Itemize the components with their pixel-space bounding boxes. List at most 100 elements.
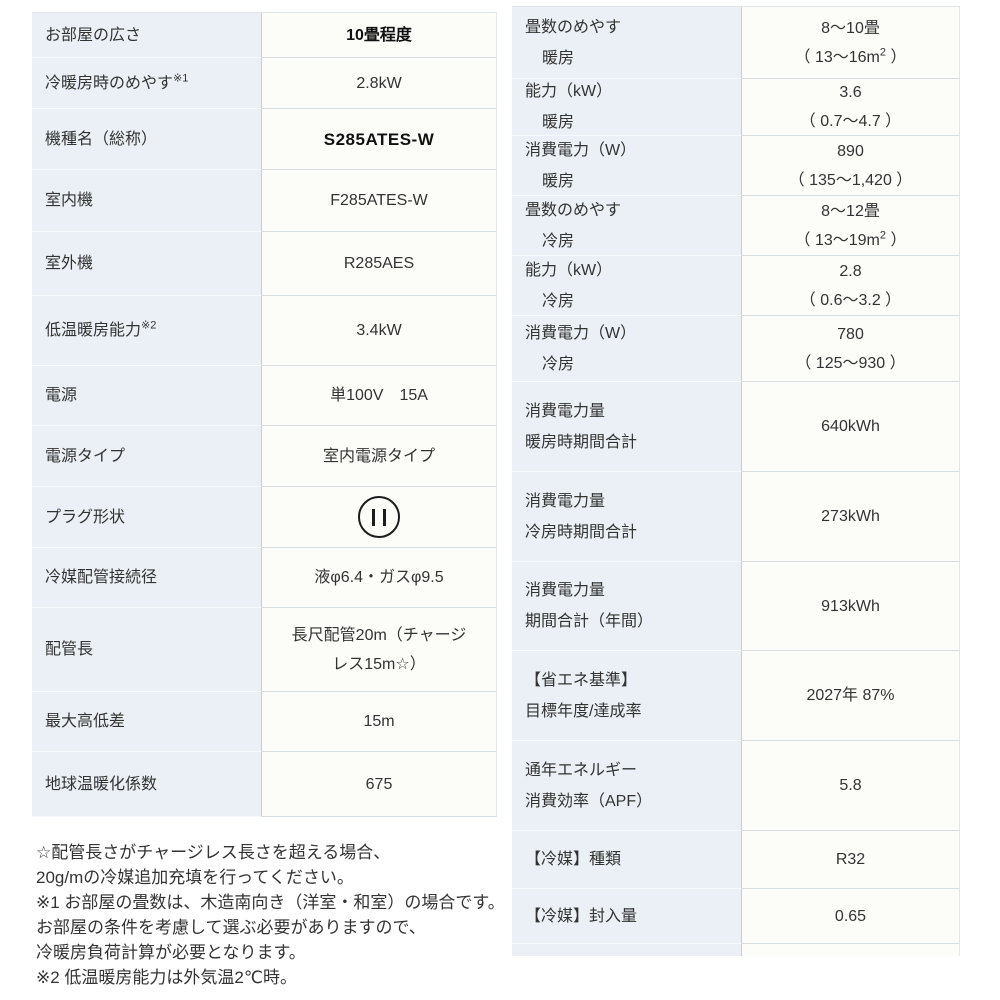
- label-line-1: 消費電力（W）: [525, 141, 637, 159]
- label-line-2: 暖房: [542, 114, 575, 131]
- footnote-line: ☆配管長さがチャージレス長さを超える場合、: [36, 843, 391, 862]
- value-text: 273kWh: [821, 508, 880, 525]
- value-line-2: （ 13〜16m2 ）: [795, 43, 907, 72]
- label-line-1: 能力（kW）: [525, 261, 613, 279]
- label-line-1: 消費電力量: [525, 492, 606, 510]
- row-label: 室外機: [32, 232, 262, 296]
- value-line-1: 8〜12畳: [821, 202, 880, 220]
- label-text: 室内機: [45, 192, 94, 209]
- label-line-1: 畳数のめやす: [525, 201, 622, 219]
- row-value: 10畳程度: [262, 13, 497, 58]
- row-value: 0.65: [742, 889, 960, 944]
- cut-off-row: [512, 944, 960, 956]
- row-label: 能力（kW） 暖房: [512, 79, 742, 136]
- label-text: プラグ形状: [45, 508, 126, 526]
- row-label: 【冷媒】封入量: [512, 889, 742, 944]
- label-text: 最大高低差: [45, 713, 126, 730]
- label-text: 地球温暖化係数: [45, 775, 158, 793]
- value-text: 0.65: [834, 907, 867, 925]
- table-row: 消費電力量 暖房時期間合計 640kWh: [512, 382, 960, 472]
- table-row: 機種名（総称） S285ATES-W: [32, 109, 497, 170]
- row-value: 3.4kW: [262, 296, 497, 366]
- row-label: 【省エネ基準】 目標年度/達成率: [512, 651, 742, 741]
- row-label: 消費電力（W） 暖房: [512, 136, 742, 196]
- table-row: 【冷媒】封入量 0.65: [512, 889, 960, 944]
- square-meter-sup: 2: [879, 46, 887, 59]
- label-line-1: 【省エネ基準】: [525, 671, 638, 689]
- row-label: 消費電力量 暖房時期間合計: [512, 382, 742, 472]
- value-text: 10畳程度: [346, 26, 412, 44]
- label-line-2: 期間合計（年間）: [525, 613, 654, 630]
- footnote-line: 冷暖房負荷計算が必要となります。: [36, 943, 306, 962]
- table-row: 最大高低差 15m: [32, 692, 497, 752]
- value-text: 640kWh: [821, 418, 880, 435]
- footnote-line: 20g/mの冷媒追加充填を行ってください。: [36, 868, 354, 887]
- value-line-1: 3.6: [839, 84, 862, 101]
- value-text: 675: [365, 775, 393, 793]
- label-main: 低温暖房能力: [45, 322, 142, 339]
- value-text: F285ATES-W: [330, 192, 428, 209]
- value-range-close: ）: [886, 231, 907, 249]
- value-text: 913kWh: [821, 597, 880, 615]
- value-range-close: ）: [886, 48, 907, 66]
- row-label: 電源: [32, 366, 262, 426]
- label-line-1: 能力（kW）: [525, 83, 613, 100]
- row-label: 畳数のめやす 冷房: [512, 196, 742, 256]
- label-line-1: 消費電力（W）: [525, 324, 637, 342]
- value-text: 室内電源タイプ: [322, 447, 435, 465]
- table-row: 消費電力（W） 暖房 890 （ 135〜1,420 ）: [512, 136, 960, 196]
- row-label: 機種名（総称）: [32, 109, 262, 170]
- label-line-2: 暖房時期間合計: [525, 433, 638, 451]
- row-value: 913kWh: [742, 562, 960, 651]
- footnote-marker: ※1: [173, 72, 189, 85]
- row-value: [262, 487, 497, 548]
- label-line-2: 冷房: [542, 232, 575, 250]
- label-line-2: 冷房時期間合計: [525, 523, 638, 541]
- table-row: 配管長 長尺配管20m（チャージ レス15m☆）: [32, 608, 497, 692]
- row-label: 【冷媒】種類: [512, 831, 742, 889]
- row-value: 273kWh: [742, 472, 960, 562]
- row-label: 能力（kW） 冷房: [512, 256, 742, 316]
- label-line-1: 畳数のめやす: [525, 18, 622, 36]
- row-label: プラグ形状: [32, 487, 262, 548]
- value-line-2: （ 125〜930 ）: [795, 354, 906, 372]
- value-line-2: （ 0.7〜4.7 ）: [799, 113, 902, 130]
- table-row: 消費電力量 冷房時期間合計 273kWh: [512, 472, 960, 562]
- table-row: 電源 単100V 15A: [32, 366, 497, 426]
- table-row: 【省エネ基準】 目標年度/達成率 2027年 87%: [512, 651, 960, 741]
- label-text: 冷媒配管接続径: [45, 569, 158, 586]
- row-value: 液φ6.4・ガスφ9.5: [262, 548, 497, 608]
- row-label: 電源タイプ: [32, 426, 262, 487]
- value-line-1: 長尺配管20m（チャージ: [291, 626, 467, 644]
- row-label: 低温暖房能力※2: [32, 296, 262, 366]
- label-text: 低温暖房能力※2: [45, 315, 261, 346]
- label-text: 電源: [45, 387, 78, 404]
- table-row: 電源タイプ 室内電源タイプ: [32, 426, 497, 487]
- value-text: 単100V 15A: [330, 387, 428, 404]
- left-spec-table: お部屋の広さ 10畳程度 冷暖房時のめやす※1 2.8kW 機種名（総称） S2…: [32, 12, 497, 817]
- value-text: 5.8: [839, 777, 862, 794]
- label-line-2: 暖房: [542, 172, 575, 190]
- row-value: 2.8kW: [262, 58, 497, 109]
- row-value: 3.6 （ 0.7〜4.7 ）: [742, 79, 960, 136]
- label-text: 冷暖房時のめやす※1: [45, 68, 261, 99]
- value-text: 2.8kW: [356, 74, 402, 92]
- row-value: 8〜12畳 （ 13〜19m2 ）: [742, 196, 960, 256]
- right-spec-table: 畳数のめやす 暖房 8〜10畳 （ 13〜16m2 ） 能力（kW） 暖房 3.…: [512, 6, 960, 956]
- table-row: 室内機 F285ATES-W: [32, 170, 497, 232]
- footnote-line: お部屋の条件を考慮して選ぶ必要がありますので、: [36, 918, 426, 937]
- value-text: 2027年 87%: [806, 687, 895, 704]
- table-row: 消費電力（W） 冷房 780 （ 125〜930 ）: [512, 316, 960, 382]
- row-label: 配管長: [32, 608, 262, 692]
- plug-prong: [372, 508, 375, 526]
- row-label: 冷暖房時のめやす※1: [32, 58, 262, 109]
- row-label: 最大高低差: [32, 692, 262, 752]
- value-text: 3.4kW: [356, 322, 402, 339]
- row-value: 675: [262, 752, 497, 817]
- value-text: 液φ6.4・ガスφ9.5: [314, 569, 444, 586]
- row-label: 消費電力量 冷房時期間合計: [512, 472, 742, 562]
- table-row: 冷媒配管接続径 液φ6.4・ガスφ9.5: [32, 548, 497, 608]
- label-text: 【冷媒】種類: [525, 851, 622, 868]
- row-label: 消費電力（W） 冷房: [512, 316, 742, 382]
- square-meter-sup: 2: [879, 229, 887, 242]
